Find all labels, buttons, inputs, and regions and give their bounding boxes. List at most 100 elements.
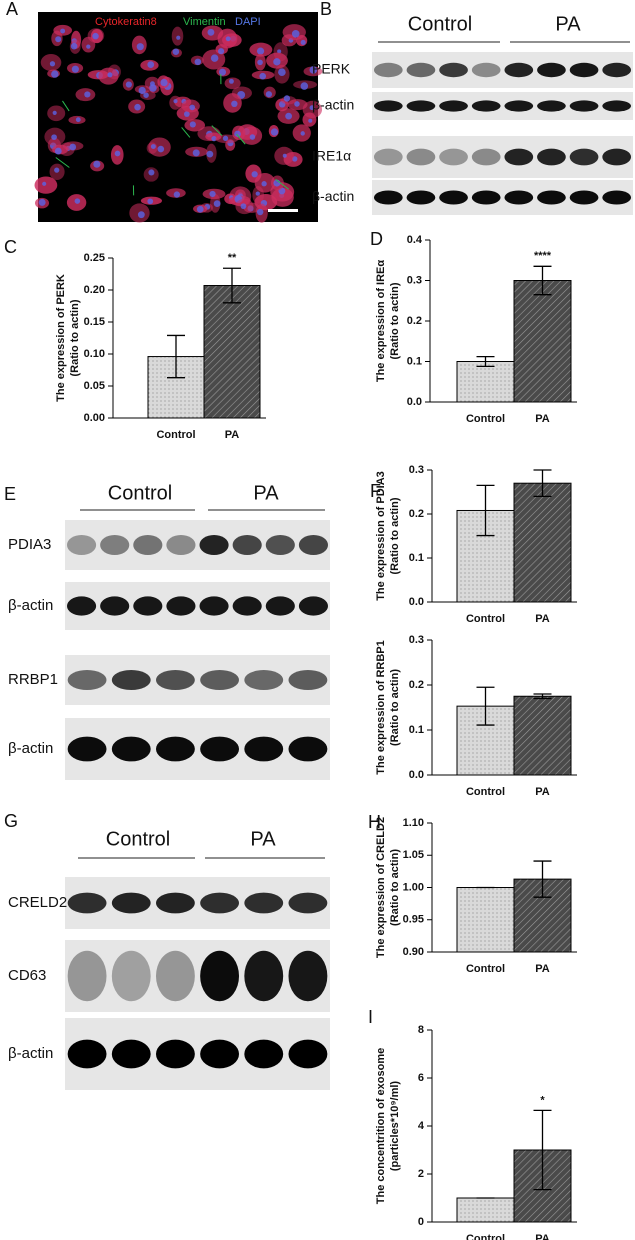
nucleus — [84, 91, 91, 98]
significance: **** — [534, 250, 552, 262]
blot-band — [66, 596, 97, 616]
blot-band — [244, 892, 284, 914]
blot-band — [471, 190, 501, 205]
nucleus — [60, 28, 66, 34]
nucleus — [278, 68, 286, 77]
nucleus — [70, 42, 78, 50]
group-label: Control — [408, 13, 472, 35]
panel-letter: I — [368, 1007, 373, 1027]
panel-letter: G — [4, 811, 18, 831]
blot-band — [199, 596, 229, 616]
nucleus — [309, 105, 315, 111]
group-label: PA — [253, 482, 279, 504]
x-tick-label: Control — [466, 1233, 505, 1240]
blot-band — [471, 62, 501, 78]
y-tick-label: 0.20 — [84, 284, 105, 296]
y-tick-label: 1.05 — [403, 849, 424, 861]
blot-band — [244, 736, 284, 762]
blot-band — [373, 62, 403, 78]
y-axis-label: (Ratio to actin) — [389, 497, 401, 574]
blot-band — [471, 148, 501, 166]
y-tick-label: 0.1 — [407, 355, 422, 367]
nucleus — [173, 99, 178, 104]
blot-band — [298, 535, 329, 555]
nucleus — [249, 134, 256, 140]
blot-strip — [65, 718, 330, 780]
error-bar — [533, 265, 552, 296]
nucleus — [137, 211, 145, 219]
nucleus — [234, 130, 241, 138]
blot-row-label: CRELD2 — [8, 894, 67, 911]
nucleus — [194, 58, 202, 66]
blot-band — [111, 950, 151, 1002]
nucleus — [173, 191, 181, 198]
y-tick-label: 0.0 — [407, 396, 422, 408]
blot-band — [67, 670, 107, 690]
nucleus — [261, 181, 267, 187]
nucleus — [256, 208, 264, 216]
nucleus — [300, 82, 309, 90]
blot-band — [373, 100, 403, 112]
blot-row-label: PERK — [312, 61, 351, 77]
y-tick-label: 2 — [418, 1168, 424, 1180]
blot-band — [111, 736, 151, 762]
x-tick-label: Control — [466, 413, 505, 425]
blot-band — [111, 1039, 151, 1069]
nucleus — [300, 131, 305, 136]
bar-texture — [513, 695, 572, 776]
blot-row-label: β-actin — [8, 1045, 53, 1062]
group-label: Control — [106, 828, 170, 850]
stain-label: DAPI — [235, 16, 261, 28]
nucleus — [160, 78, 168, 87]
y-tick-label: 1.00 — [403, 881, 424, 893]
error-bar — [476, 484, 495, 537]
bar-texture — [513, 280, 572, 403]
nucleus — [294, 101, 300, 107]
blot-band — [66, 535, 97, 555]
nucleus — [134, 103, 141, 111]
nucleus — [148, 84, 157, 92]
x-tick-label: PA — [535, 963, 550, 975]
blot-band — [504, 100, 534, 112]
fiber — [55, 157, 70, 168]
nucleus — [150, 144, 156, 150]
blot-band — [244, 670, 284, 690]
error-bar — [533, 860, 552, 898]
y-tick-label: 0.1 — [409, 552, 424, 564]
blot-band — [406, 148, 436, 166]
blot-band — [504, 62, 534, 78]
nucleus — [270, 128, 279, 136]
nucleus — [207, 28, 215, 36]
nucleus — [285, 112, 293, 120]
y-axis-label: (particles*10⁹/ml) — [389, 1081, 401, 1172]
y-tick-label: 1.10 — [403, 817, 424, 829]
blot-band — [166, 596, 196, 616]
blot-band — [244, 950, 284, 1002]
fiber — [236, 133, 246, 145]
nucleus — [42, 181, 47, 186]
blot-band — [537, 100, 566, 112]
blot-row-label: PDIA3 — [8, 536, 51, 553]
y-axis-label: The concentrition of exosome — [375, 1048, 387, 1204]
x-tick-label: Control — [466, 786, 505, 798]
y-axis-label: (Ratio to actin) — [389, 849, 401, 926]
error-bar — [476, 355, 495, 368]
nucleus — [93, 160, 101, 168]
blot-row-label: β-actin — [312, 97, 354, 113]
nucleus — [257, 59, 263, 66]
blot-band — [155, 736, 195, 762]
blot-band — [67, 892, 107, 914]
blot-band — [569, 190, 599, 205]
bar-texture — [513, 482, 572, 603]
nucleus — [206, 150, 214, 158]
blot-band — [67, 950, 107, 1002]
nucleus — [300, 39, 306, 45]
chart: 0.0 0.1 0.2 0.3 The expression of PDIA3 (Rati… — [375, 464, 577, 625]
blot-band — [569, 148, 599, 166]
y-tick-label: 0.3 — [407, 274, 422, 286]
blot-row-label: β-actin — [8, 597, 53, 614]
nucleus — [176, 35, 181, 40]
nucleus — [54, 167, 60, 173]
